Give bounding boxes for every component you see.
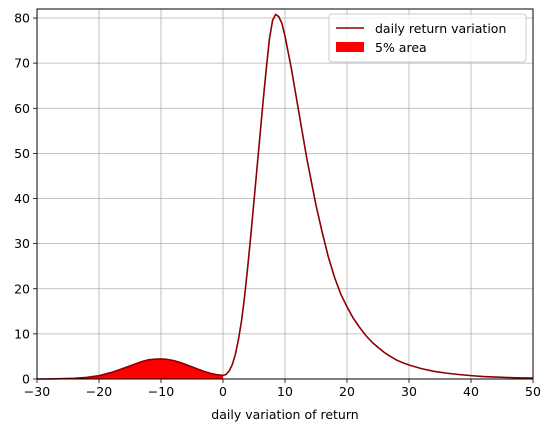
y-tick-label: 20	[14, 281, 30, 296]
x-axis-label: daily variation of return	[211, 407, 358, 422]
y-tick-label: 40	[14, 191, 30, 206]
x-tick-label: 50	[525, 384, 541, 399]
x-tick-label: −10	[148, 384, 174, 399]
ticks: −30 −20 −10 0 10 20 30 40 50 0 10 20 30 40 50 60 70 80	[14, 11, 541, 399]
series-line	[36, 13, 534, 380]
legend-line-label: daily return variation	[375, 21, 506, 36]
shaded-area	[37, 358, 223, 379]
x-tick-label: −20	[86, 384, 112, 399]
grid	[36, 9, 534, 380]
x-tick-label: −30	[24, 384, 50, 399]
x-tick-label: 10	[277, 384, 293, 399]
legend: daily return variation 5% area	[328, 13, 527, 63]
area-layer	[37, 358, 223, 379]
x-tick-label: 0	[219, 384, 227, 399]
y-tick-label: 0	[22, 372, 30, 387]
y-tick-label: 50	[14, 146, 30, 161]
y-tick-label: 60	[14, 101, 30, 116]
x-tick-label: 20	[339, 384, 355, 399]
y-tick-label: 80	[14, 11, 30, 26]
legend-area-label: 5% area	[375, 40, 427, 55]
y-tick-label: 30	[14, 236, 30, 251]
y-tick-label: 70	[14, 56, 30, 71]
x-tick-label: 30	[401, 384, 417, 399]
legend-area-swatch	[336, 42, 364, 52]
legend-box	[328, 13, 527, 63]
y-tick-label: 10	[14, 326, 30, 341]
line-layer	[36, 13, 534, 380]
x-tick-label: 40	[463, 384, 479, 399]
